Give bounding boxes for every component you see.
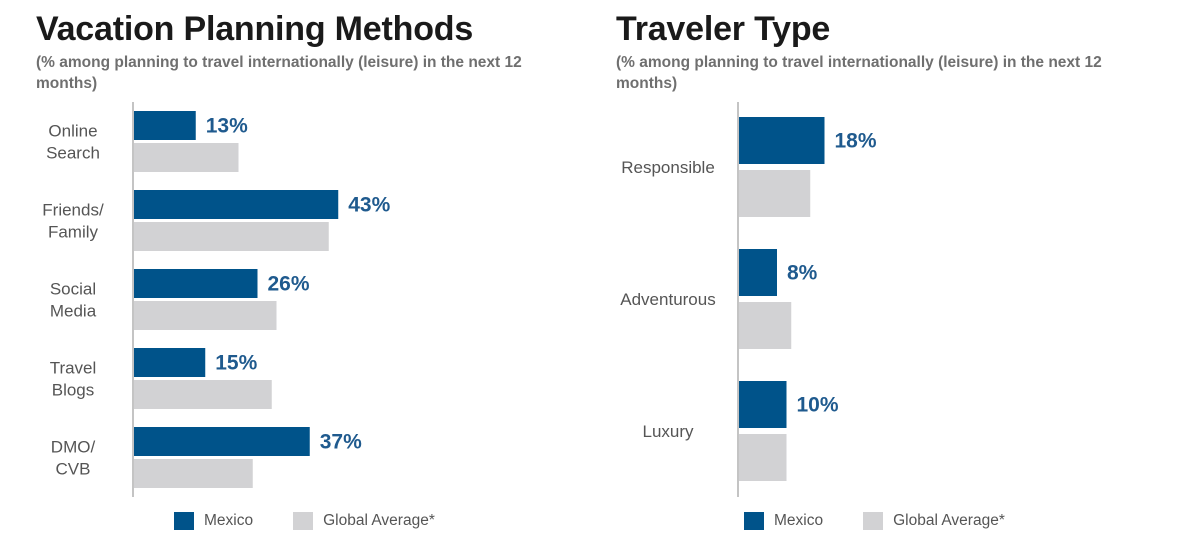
category-label: Online Search (46, 122, 100, 163)
legend-item-global-average: Global Average* (293, 512, 435, 530)
vacation-planning-panel: Vacation Planning Methods (% among plann… (36, 10, 522, 530)
legend-swatch-global-average (863, 512, 884, 530)
bar-mexico (134, 269, 258, 298)
chart-legend: Mexico Global Average* (744, 512, 1045, 530)
legend-item-mexico: Mexico (174, 512, 253, 530)
category-label: Adventurous (620, 290, 715, 309)
legend-swatch-global-average (293, 512, 314, 530)
data-label: 13% (206, 115, 248, 138)
data-label: 37% (320, 431, 362, 454)
data-label: 26% (268, 273, 310, 296)
category-label: DMO/CVB (51, 438, 96, 479)
bar-global-average (134, 459, 253, 488)
bar-global-average (739, 302, 792, 349)
bar-mexico (739, 381, 787, 428)
data-label: 18% (835, 130, 877, 153)
bar-global-average (739, 434, 787, 481)
legend-label-global-average: Global Average* (323, 512, 435, 529)
category-label: Responsible (621, 158, 715, 177)
vacation-planning-chart: 13% Online Search 43% Friends/Family 26% Socia… (42, 102, 391, 497)
chart-title: Traveler Type (616, 10, 831, 48)
data-label: 10% (797, 394, 839, 417)
category-label: Social Media (50, 280, 97, 321)
legend-item-mexico: Mexico (744, 512, 823, 530)
bar-global-average (134, 301, 277, 330)
legend-swatch-mexico (744, 512, 764, 530)
bar-global-average (134, 222, 329, 251)
bar-mexico (134, 111, 196, 140)
category-label: Friends/Family (42, 201, 104, 242)
bar-global-average (134, 380, 272, 409)
category-label: Travel Blogs (50, 359, 97, 400)
bar-mexico (134, 190, 339, 219)
bar-mexico (134, 348, 206, 377)
legend-label-mexico: Mexico (774, 512, 824, 529)
chart-subtitle: (% among planning to travel internationa… (616, 54, 1102, 92)
bar-global-average (134, 143, 239, 172)
bar-mexico (134, 427, 310, 456)
legend-swatch-mexico (174, 512, 194, 530)
chart-legend: Mexico Global Average* (174, 512, 475, 530)
traveler-type-panel: Traveler Type (% among planning to trave… (600, 0, 1200, 546)
bar-mexico (739, 249, 777, 296)
data-label: 43% (348, 194, 390, 217)
category-label: Luxury (642, 422, 694, 441)
data-label: 15% (215, 352, 257, 375)
bar-mexico (739, 117, 825, 164)
bar-global-average (739, 170, 811, 217)
chart-subtitle: (% among planning to travel internationa… (36, 54, 522, 92)
traveler-type-chart: 18% Responsible 8% Adventurous 10% Luxury (620, 102, 877, 497)
legend-label-mexico: Mexico (204, 512, 254, 529)
data-label: 8% (787, 262, 818, 285)
legend-item-global-average: Global Average* (863, 512, 1005, 530)
legend-label-global-average: Global Average* (893, 512, 1005, 529)
chart-title: Vacation Planning Methods (36, 10, 474, 48)
